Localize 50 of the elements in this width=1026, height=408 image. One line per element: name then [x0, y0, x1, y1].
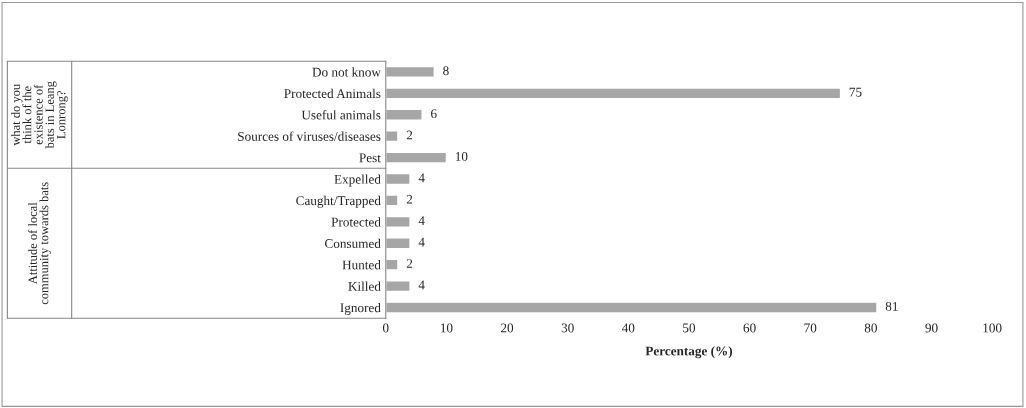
y-tick-label: Useful animals: [301, 110, 381, 120]
y-tick-label: Do not know: [312, 67, 381, 77]
bar: [385, 301, 878, 314]
y-tick-label: Pest: [359, 153, 381, 163]
x-tick-label: 50: [683, 323, 696, 333]
x-tick-label: 100: [983, 323, 1002, 333]
y-tick-label: Protected Animals: [284, 88, 381, 99]
y-tick-label: Sources of viruses/diseases: [238, 131, 381, 141]
y-tick-label: Expelled: [334, 174, 381, 187]
x-tick-label: 40: [621, 323, 635, 333]
bar: [385, 258, 399, 271]
bar: [385, 194, 399, 207]
bar: [385, 130, 399, 143]
data-label: 75: [849, 87, 862, 97]
x-tick-label: 60: [743, 323, 756, 333]
y-tick-label: Ignored: [340, 302, 381, 315]
bar: [385, 172, 411, 186]
y-tick-label: Killed: [348, 281, 381, 291]
y-tick-label: Consumed: [325, 238, 381, 248]
bar: [385, 108, 423, 121]
y-tick-label: Caught/Trapped: [296, 195, 381, 208]
bar: [385, 151, 448, 164]
text: Attitude of local community towards bats: [28, 182, 51, 305]
x-tick-label: 90: [925, 323, 938, 333]
data-label: 81: [885, 301, 898, 311]
data-label: 2: [406, 259, 413, 268]
x-tick-label: 80: [864, 323, 877, 333]
x-tick-label: 30: [561, 323, 574, 333]
data-label: 2: [406, 130, 413, 140]
text: what do you think of the existence of bats in Leang Lonrong?: [11, 81, 68, 149]
bar: [385, 215, 411, 228]
y-tick-label: Protected: [331, 217, 381, 227]
bar: [385, 280, 411, 293]
bar: [385, 65, 435, 78]
bar: [385, 237, 411, 250]
x-tick-label: 20: [501, 323, 514, 333]
data-label: 4: [418, 280, 425, 290]
y-tick-label: Hunted: [342, 260, 381, 270]
data-label: 4: [418, 173, 425, 183]
data-label: 8: [443, 66, 449, 76]
data-label: 6: [431, 109, 437, 119]
bar: [385, 87, 842, 100]
data-label: 10: [455, 151, 468, 161]
x-tick-label: 70: [804, 323, 817, 333]
data-label: 4: [418, 237, 425, 247]
x-tick-label: 0: [382, 323, 389, 333]
data-label: 4: [418, 216, 425, 226]
x-tick-label: 10: [440, 323, 453, 333]
data-label: 2: [406, 194, 413, 204]
x-axis-title: Percentage (%): [645, 346, 733, 359]
